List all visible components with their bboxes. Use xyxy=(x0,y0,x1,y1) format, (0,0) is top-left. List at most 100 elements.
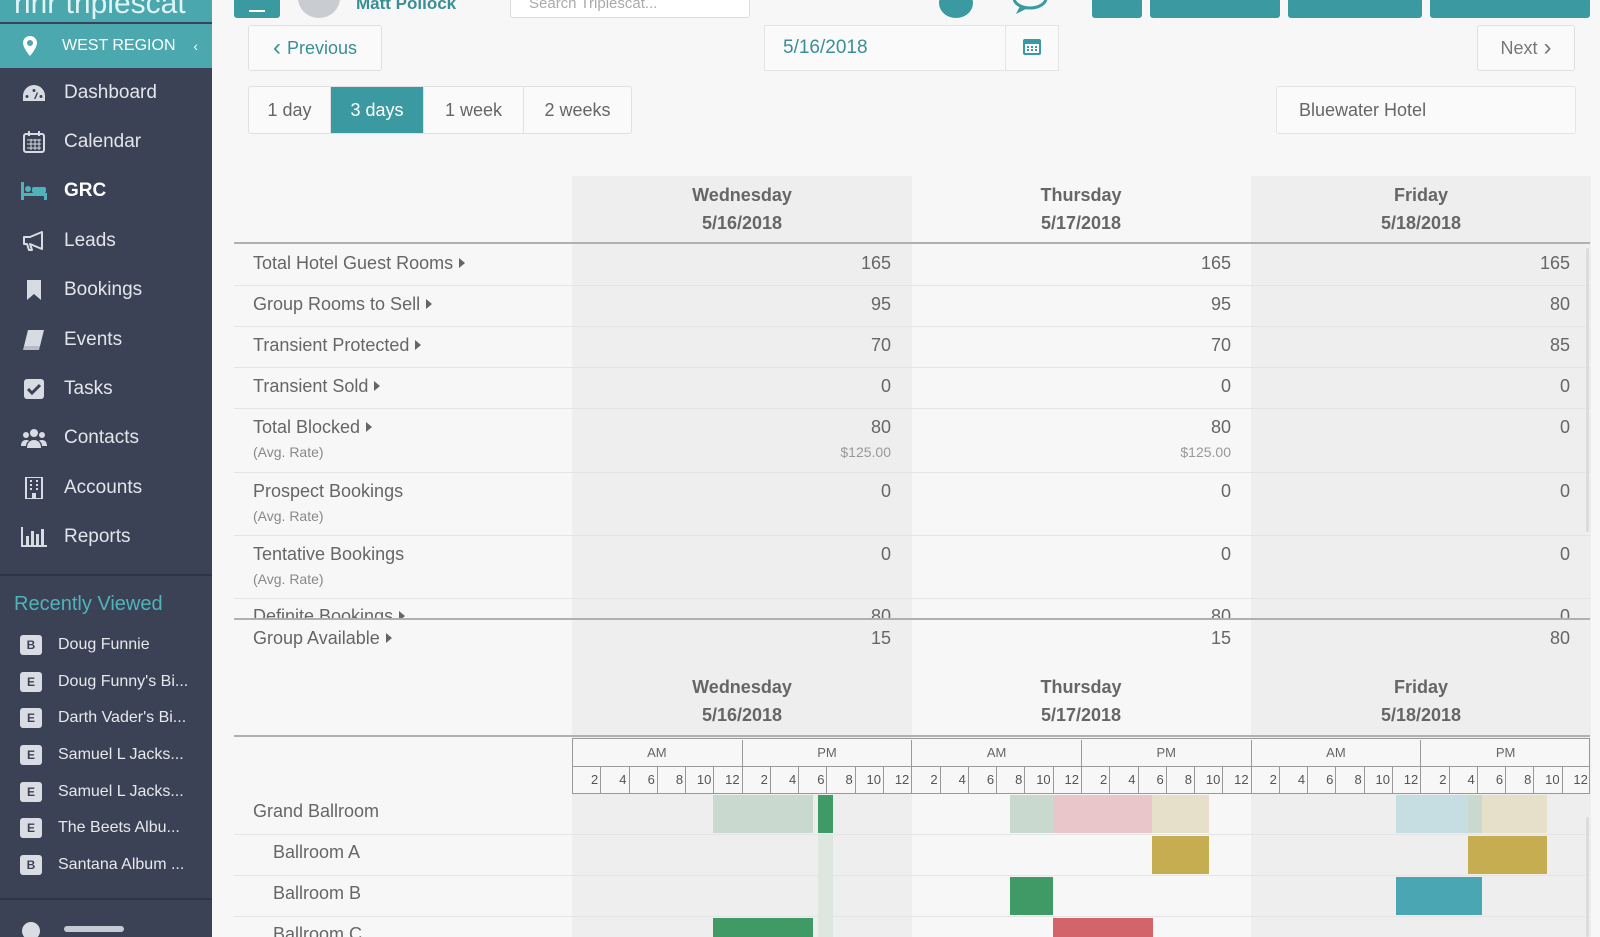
timeline-hour-label: 4 xyxy=(1278,766,1307,794)
range-1-week[interactable]: 1 week xyxy=(424,87,524,133)
sidebar-item-label: Leads xyxy=(64,229,116,251)
sidebar-item-contacts[interactable]: Contacts xyxy=(0,414,212,463)
grid-row-label[interactable]: Definite Bookings xyxy=(253,606,406,619)
sidebar-item-bookings[interactable]: Bookings xyxy=(0,266,212,315)
recent-item-label: Santana Album ... xyxy=(58,855,185,873)
sidebar-item-label: Tasks xyxy=(64,378,113,400)
menu-toggle-button[interactable] xyxy=(234,0,280,18)
grid-row-label[interactable]: Prospect Bookings xyxy=(253,481,404,501)
group-available-label[interactable]: Group Available xyxy=(253,628,392,649)
map-pin-icon xyxy=(22,36,38,56)
booking-block[interactable] xyxy=(713,918,813,937)
booking-block[interactable] xyxy=(1053,918,1153,937)
sidebar-item-label: Events xyxy=(64,328,123,350)
row-label-text: Transient Protected xyxy=(253,335,410,355)
grid-row-label[interactable]: Total Blocked xyxy=(253,417,373,438)
avg-rate-label: (Avg. Rate) xyxy=(253,508,324,524)
chevron-left-icon[interactable]: ‹ xyxy=(193,38,198,54)
new-lead-button[interactable] xyxy=(1150,0,1280,18)
range-1-day[interactable]: 1 day xyxy=(249,87,331,133)
recent-item[interactable]: E Samuel L Jacks... xyxy=(0,773,212,810)
grid-row-label[interactable]: Group Rooms to Sell xyxy=(253,294,433,315)
booking-block[interactable] xyxy=(1010,795,1053,833)
booking-block[interactable] xyxy=(1152,795,1209,833)
previous-button[interactable]: ‹ Previous xyxy=(248,25,382,71)
timeline-hour-label: 10 xyxy=(1363,766,1392,794)
sidebar-item-dashboard[interactable]: Dashboard xyxy=(0,68,212,117)
row-divider xyxy=(234,535,1590,536)
booking-block[interactable] xyxy=(1396,877,1482,915)
timeline-hour-label: 4 xyxy=(939,766,968,794)
recent-item[interactable]: E Samuel L Jacks... xyxy=(0,737,212,774)
booking-block[interactable] xyxy=(1482,795,1547,833)
new-event-button[interactable] xyxy=(1288,0,1422,18)
room-divider xyxy=(234,834,1590,835)
booking-block[interactable] xyxy=(818,795,833,833)
grid-value: 0 xyxy=(1220,544,1231,564)
booking-block[interactable] xyxy=(1053,795,1153,833)
sidebar-item-calendar[interactable]: Calendar xyxy=(0,117,212,166)
sidebar-item-label: Reports xyxy=(64,526,131,548)
date-picker-button[interactable] xyxy=(1005,25,1059,71)
booking-block[interactable] xyxy=(1396,795,1468,833)
day-date: 5/16/2018 xyxy=(701,705,783,725)
app-logo[interactable]: ririr triplescat xyxy=(0,0,212,22)
timeline-hour-label: 12 xyxy=(1391,766,1420,794)
caret-right-icon xyxy=(415,340,422,350)
region-selector[interactable]: WEST REGION ‹ xyxy=(0,24,212,68)
recent-item-label: Samuel L Jacks... xyxy=(58,746,184,764)
new-booking-button[interactable] xyxy=(1430,0,1590,18)
booking-block[interactable] xyxy=(1010,877,1053,915)
recent-item[interactable]: E Doug Funny's Bi... xyxy=(0,664,212,701)
grid-scrollbar[interactable] xyxy=(1586,248,1589,532)
booking-block[interactable] xyxy=(713,795,813,833)
avatar[interactable] xyxy=(298,0,340,18)
range-2-weeks[interactable]: 2 weeks xyxy=(544,99,611,120)
sidebar-item-tasks[interactable]: Tasks xyxy=(0,364,212,413)
hotel-select[interactable]: Bluewater Hotel xyxy=(1276,86,1576,134)
day-weekday: Friday xyxy=(1393,677,1449,697)
sidebar-item-reports[interactable]: Reports xyxy=(0,513,212,562)
header-divider xyxy=(234,242,1590,244)
settings-link[interactable] xyxy=(64,926,124,932)
recent-item[interactable]: E Darth Vader's Bi... xyxy=(0,700,212,737)
room-label[interactable]: Ballroom A xyxy=(273,842,361,862)
booking-block[interactable] xyxy=(1152,836,1209,874)
room-label[interactable]: Grand Ballroom xyxy=(253,801,380,821)
recent-item[interactable]: E The Beets Albu... xyxy=(0,810,212,847)
refresh-button[interactable] xyxy=(1092,0,1142,18)
day-header: Thursday 5/17/2018 xyxy=(911,673,1251,729)
timeline-half-label: AM xyxy=(911,740,1081,766)
search-input[interactable]: Search Triplescat... xyxy=(510,0,750,18)
row-divider xyxy=(234,285,1590,286)
date-field[interactable]: 5/16/2018 xyxy=(764,25,1006,71)
sidebar-item-leads[interactable]: Leads xyxy=(0,216,212,265)
range-3-days[interactable]: 3 days xyxy=(331,87,424,133)
recent-item[interactable]: B Santana Album ... xyxy=(0,847,212,884)
timeline-hour-label: 8 xyxy=(996,766,1024,794)
room-label[interactable]: Ballroom B xyxy=(273,883,362,903)
grid-row-label[interactable]: Total Hotel Guest Rooms xyxy=(253,253,466,274)
booking-block[interactable] xyxy=(1468,795,1482,833)
phone-icon[interactable] xyxy=(939,0,973,18)
next-button[interactable]: Next › xyxy=(1477,25,1575,71)
gear-icon[interactable] xyxy=(22,922,40,937)
timeline-scrollbar[interactable] xyxy=(1586,817,1589,937)
booking-block[interactable] xyxy=(1468,836,1547,874)
grid-value: 80 xyxy=(1210,606,1231,619)
chat-icon[interactable] xyxy=(1012,0,1048,16)
sidebar-item-accounts[interactable]: Accounts xyxy=(0,463,212,512)
grid-row-label[interactable]: Tentative Bookings xyxy=(253,544,405,564)
grid-value: 0 xyxy=(1559,417,1570,437)
grid-row-label[interactable]: Transient Sold xyxy=(253,376,381,397)
user-name[interactable]: Matt Pollock xyxy=(356,0,457,13)
grid-row-label[interactable]: Transient Protected xyxy=(253,335,422,356)
event-badge: E xyxy=(20,708,42,729)
sidebar-item-grc[interactable]: GRC xyxy=(0,167,212,216)
sidebar-item-events[interactable]: Events xyxy=(0,315,212,364)
recent-item[interactable]: B Doug Funnie xyxy=(0,627,212,664)
day-date: 5/17/2018 xyxy=(1040,705,1122,725)
grid-value: 165 xyxy=(1539,253,1570,273)
footer-divider xyxy=(234,618,1590,620)
room-label[interactable]: Ballroom C xyxy=(273,924,363,937)
